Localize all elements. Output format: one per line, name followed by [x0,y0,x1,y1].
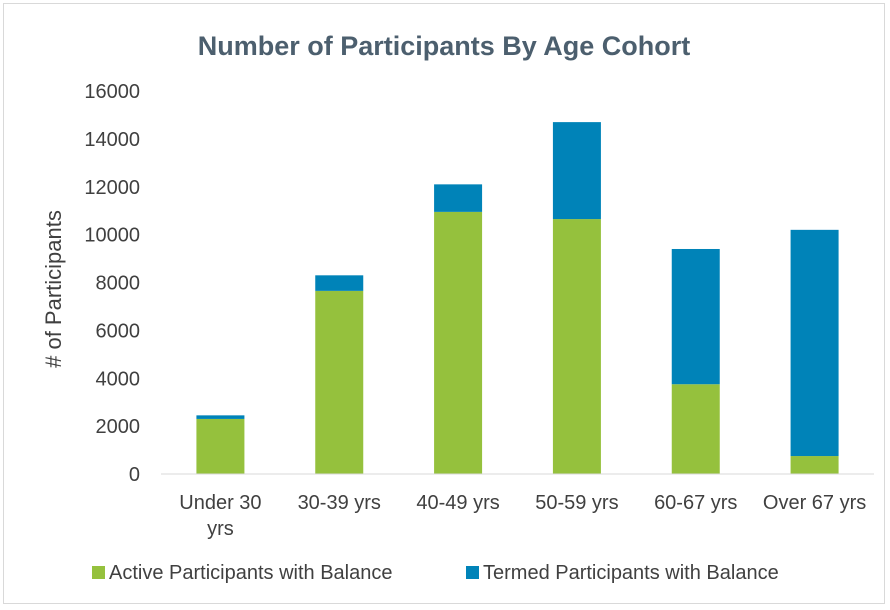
bar-termed [671,248,720,385]
y-tick-label: 4000 [96,368,141,390]
bar-active [671,384,720,474]
bars [196,122,839,474]
chart-title: Number of Participants By Age Cohort [198,31,691,61]
bar-termed [552,122,601,220]
legend-label-termed: Termed Participants with Balance [483,562,779,584]
bar-active [196,418,245,474]
x-tick-label-line: 40-49 yrs [416,492,499,514]
x-tick-label: 40-49 yrs [416,492,499,514]
bar-active [434,211,483,474]
y-tick-label: 16000 [84,81,140,103]
x-tick-label: 50-59 yrs [535,492,618,514]
y-tick-label: 14000 [84,129,140,151]
y-tick-label: 2000 [96,416,141,438]
y-tick-label: 10000 [84,225,140,247]
x-tick-label-line: 60-67 yrs [654,492,737,514]
x-tick-label: Under 30 yrs [179,492,261,540]
bar-termed [315,275,364,291]
bar-active [552,219,601,474]
legend-label-active: Active Participants with Balance [109,562,392,584]
y-tick-label: 6000 [96,320,141,342]
x-tick-label-line: Over 67 yrs [763,492,866,514]
bar-termed [196,415,245,419]
y-tick-label: 12000 [84,177,140,199]
x-axis-ticks: Under 30 yrs 30-39 yrs 40-49 yrs 50-59 yrs 60… [179,492,866,540]
y-axis-label: # of Participants [41,210,66,368]
x-tick-label-line: Under 30 [179,492,261,514]
chart-frame: Number of Participants By Age Cohort # o… [3,3,885,604]
x-tick-label: 30-39 yrs [298,492,381,514]
legend-swatch-active [92,566,105,579]
y-tick-label: 8000 [96,273,141,295]
bar-active [790,456,839,474]
legend-swatch-termed [466,566,479,579]
y-axis-ticks: 0 2000 4000 6000 8000 10000 12000 14000 16000 [84,81,140,486]
x-tick-label: 60-67 yrs [654,492,737,514]
bar-termed [790,229,839,457]
x-tick-label: Over 67 yrs [763,492,866,514]
y-tick-label: 0 [129,464,140,486]
bar-chart: Number of Participants By Age Cohort # o… [41,31,874,584]
x-tick-label-line: 50-59 yrs [535,492,618,514]
legend: Active Participants with Balance Termed P… [92,562,779,584]
x-tick-label-line: 30-39 yrs [298,492,381,514]
bar-termed [434,184,483,212]
bar-active [315,290,364,474]
x-tick-label-line: yrs [207,518,234,540]
